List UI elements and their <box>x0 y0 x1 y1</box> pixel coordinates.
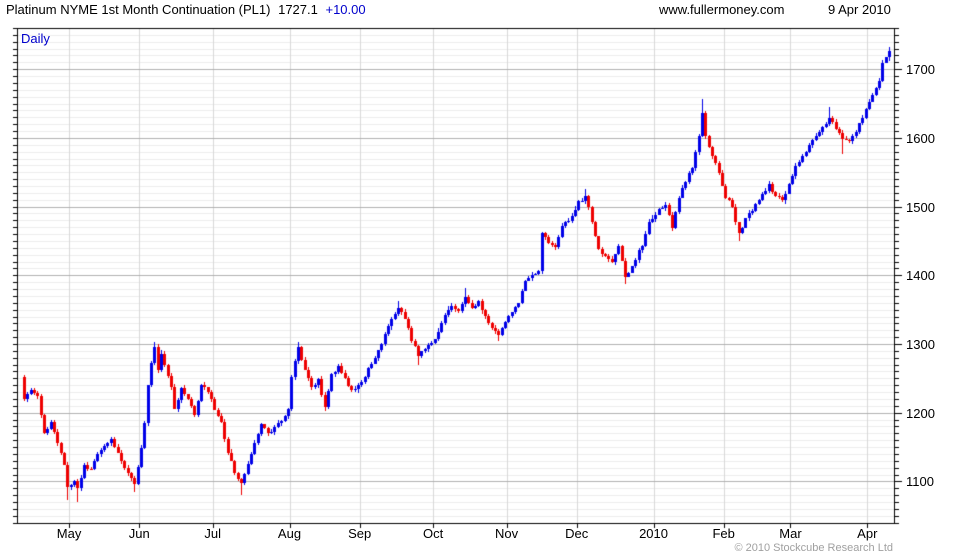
x-axis-label: 2010 <box>639 526 668 541</box>
y-axis-label: 1700 <box>906 62 935 78</box>
x-axis-label: Sep <box>348 526 372 541</box>
x-axis-label: Mar <box>779 526 802 541</box>
x-axis-label: Oct <box>422 526 444 541</box>
y-axis-label: 1400 <box>906 268 935 284</box>
frequency-label: Daily <box>21 31 50 46</box>
x-axis-label: May <box>56 526 82 541</box>
y-axis-label: 1200 <box>906 405 935 421</box>
x-axis-label: Nov <box>495 526 519 541</box>
copyright-label: © 2010 Stockcube Research Ltd <box>734 542 893 554</box>
x-axis-label: Apr <box>857 526 878 541</box>
y-axis-label: 1500 <box>906 199 935 215</box>
x-axis-label: Aug <box>277 526 302 541</box>
x-axis-label: Feb <box>712 526 735 541</box>
x-axis-label: Jul <box>204 526 221 541</box>
x-axis-label: Jun <box>128 526 150 541</box>
y-axis-label: 1300 <box>906 337 935 352</box>
y-axis-label: 1600 <box>906 130 935 146</box>
x-axis-label: Dec <box>565 526 589 541</box>
y-axis-label: 1100 <box>906 474 934 490</box>
